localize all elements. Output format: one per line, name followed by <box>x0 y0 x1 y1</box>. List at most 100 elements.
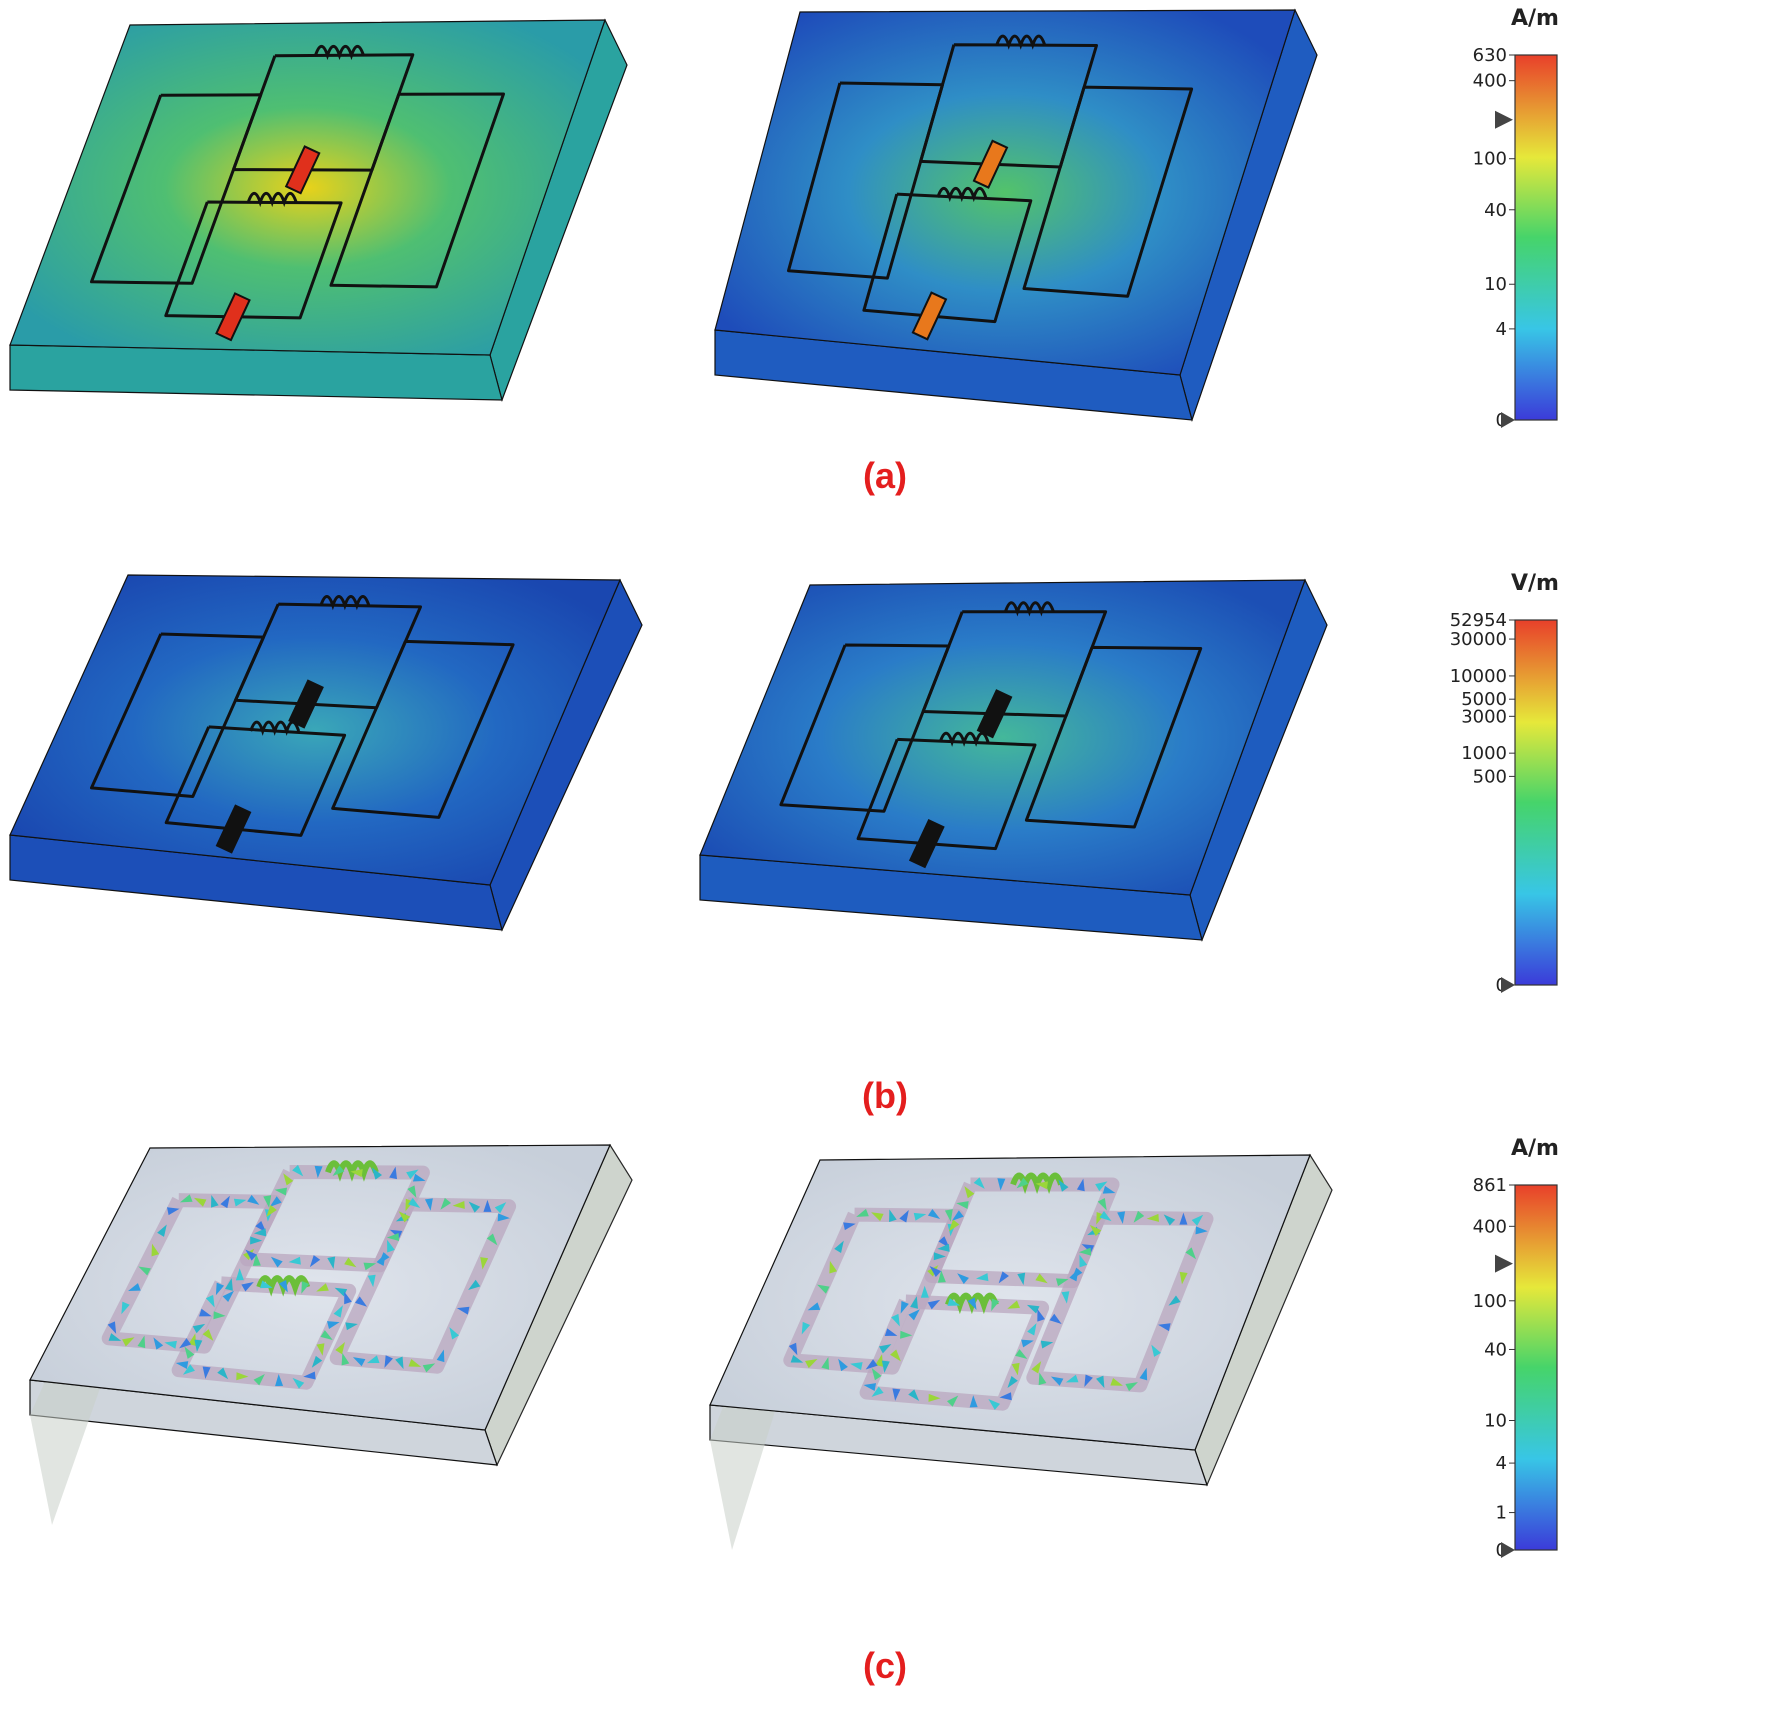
board-c-1-arrow-74 <box>838 1358 848 1372</box>
board-a-1-capacitor-0 <box>972 139 1009 189</box>
board-c-1-arrow-19 <box>976 1273 989 1282</box>
board-c-0-arrow-7 <box>406 1169 419 1180</box>
panel-a-svg: A/m630400100401040 <box>9 6 1559 431</box>
board-a-0-trace-1 <box>164 200 343 320</box>
colorbar-c-tick-max: 861 <box>1473 1175 1507 1196</box>
board-c-0-arrow-45 <box>253 1374 265 1386</box>
board-c-1-arrow-39 <box>1015 1349 1028 1360</box>
board-b-0-capacitor-0 <box>288 679 324 729</box>
colorbar-a-tick-1: 100 <box>1473 149 1507 170</box>
board-c-0-arrow-95 <box>468 1279 481 1290</box>
colorbar-a-zero-marker <box>1501 412 1515 428</box>
board-c-0-arrow-27 <box>274 1187 288 1196</box>
board-c-1-arrow-102 <box>1084 1374 1093 1388</box>
board-b-0-trace-1 <box>164 725 347 837</box>
board-c-0-arrow-85 <box>408 1197 421 1208</box>
panel-b: V/m5295430000100005000300010005000 (b) <box>0 565 1770 1116</box>
board-c-1-arrow-41 <box>1007 1375 1018 1388</box>
board-c-1-arrow-44 <box>969 1395 978 1408</box>
field-plot-b-left <box>9 574 643 932</box>
colorbar-a-tick-4: 4 <box>1496 319 1507 340</box>
board-c-0-arrow-6 <box>389 1166 398 1180</box>
board-c-0-arrow-73 <box>164 1340 177 1349</box>
board-c-0-arrow-61 <box>233 1198 247 1207</box>
board-c-1-arrow-57 <box>856 1208 869 1217</box>
board-c-0-arrow-68 <box>222 1290 234 1302</box>
board-c-1-arrow-13 <box>1079 1254 1088 1268</box>
board-c-1-arrow-29 <box>910 1296 918 1309</box>
board-c-1-arrow-38 <box>1021 1339 1034 1348</box>
board-c-0-arrow-46 <box>236 1372 249 1381</box>
board-c-1-arrow-51 <box>871 1367 882 1381</box>
colorbar-b-tick-2: 5000 <box>1461 689 1507 710</box>
board-c-1-arrow-64 <box>948 1219 960 1232</box>
board-c-0-arrow-39 <box>320 1330 333 1341</box>
colorbar-b-unit: V/m <box>1511 571 1559 596</box>
board-c-1-arrow-86 <box>1117 1211 1126 1224</box>
colorbar-c-unit: A/m <box>1511 1136 1559 1161</box>
field-plot-a-right <box>714 8 1318 423</box>
colorbar-a-tick-max: 630 <box>1473 45 1507 66</box>
board-c-1-arrow-20 <box>957 1273 969 1285</box>
board-c-0-arrow-76 <box>122 1337 135 1347</box>
board-c-1-arrow-60 <box>899 1210 909 1223</box>
board-c-1-arrow-17 <box>1017 1272 1026 1286</box>
board-c-0-arrow-93 <box>486 1233 498 1246</box>
board-c-1-arrow-35 <box>1026 1304 1040 1314</box>
board-c-1-arrow-97 <box>1151 1344 1161 1357</box>
colorbar-a-bar <box>1514 54 1558 421</box>
board-c-1-arrow-67 <box>920 1285 929 1298</box>
board-c-1-arrow-92 <box>1195 1226 1208 1235</box>
board-c-1-arrow-95 <box>1168 1295 1181 1306</box>
board-c-1-arrow-94 <box>1179 1271 1188 1285</box>
field-plot-c-right <box>709 1153 1333 1550</box>
board-b-0-top-face <box>9 574 621 886</box>
board-c-1-arrow-18 <box>998 1271 1009 1284</box>
board-c-0-arrow-63 <box>263 1195 272 1208</box>
board-c-0-arrow-72 <box>179 1338 192 1349</box>
board-c-1-arrow-31 <box>947 1298 961 1306</box>
board-c-1-arrow-110 <box>1071 1267 1083 1280</box>
field-plot-b-right <box>699 578 1328 942</box>
board-c-0-arrow-19 <box>288 1256 301 1265</box>
board-b-1-trace-2 <box>779 643 951 813</box>
board-c-1-coil-0 <box>1010 1172 1064 1194</box>
board-c-0-arrow-79 <box>121 1301 130 1315</box>
board-c-1-arrow-71 <box>881 1360 890 1373</box>
colorbar-b-tick-0: 30000 <box>1450 629 1507 650</box>
board-c-0-arrow-4 <box>350 1169 363 1178</box>
colorbar-b-tick-4: 1000 <box>1461 743 1507 764</box>
board-c-0-arrow-66 <box>245 1249 257 1261</box>
board-c-1-arrow-87 <box>1133 1210 1145 1223</box>
colorbar-a-tick-2: 40 <box>1484 200 1507 221</box>
board-c-1-arrow-34 <box>1007 1300 1020 1309</box>
board-b-0-trace-3 <box>331 639 515 819</box>
colorbar-a-tick-0: 400 <box>1473 71 1507 92</box>
board-c-1-arrow-48 <box>892 1388 901 1401</box>
board-c-1-arrow-53 <box>878 1344 892 1354</box>
board-a-1-trace-1 <box>862 192 1033 324</box>
board-c-0-arrow-54 <box>199 1308 212 1317</box>
board-c-0-arrow-17 <box>327 1256 336 1270</box>
board-c-0-arrow-78 <box>107 1321 117 1334</box>
board-c-0-arrow-35 <box>334 1287 348 1297</box>
board-c-0-arrow-108 <box>355 1296 368 1307</box>
board-c-0-arrow-31 <box>259 1280 273 1289</box>
board-c-1-arrow-78 <box>788 1342 798 1356</box>
board-c-1-arrow-40 <box>1011 1362 1020 1376</box>
board-c-1-arrow-4 <box>1035 1181 1049 1190</box>
board-c-0-arrow-65 <box>253 1228 267 1237</box>
board-c-0-arrow-96 <box>456 1306 470 1315</box>
board-c-1-arrow-81 <box>817 1284 830 1294</box>
board-b-1-coil-1 <box>938 731 990 747</box>
board-c-1-arrow-88 <box>1146 1213 1159 1222</box>
board-c-1-arrow-91 <box>1191 1214 1204 1226</box>
board-a-0-trace-3 <box>329 92 505 289</box>
board-c-0-coil-0 <box>325 1160 379 1182</box>
board-c-1-arrow-73 <box>850 1362 863 1370</box>
board-a-1-capacitor-1 <box>911 291 948 341</box>
board-c-0-arrow-70 <box>202 1329 214 1341</box>
board-c-1-arrow-76 <box>805 1358 818 1369</box>
board-c-0-arrow-97 <box>449 1327 459 1340</box>
board-c-1-arrow-107 <box>1040 1340 1054 1349</box>
